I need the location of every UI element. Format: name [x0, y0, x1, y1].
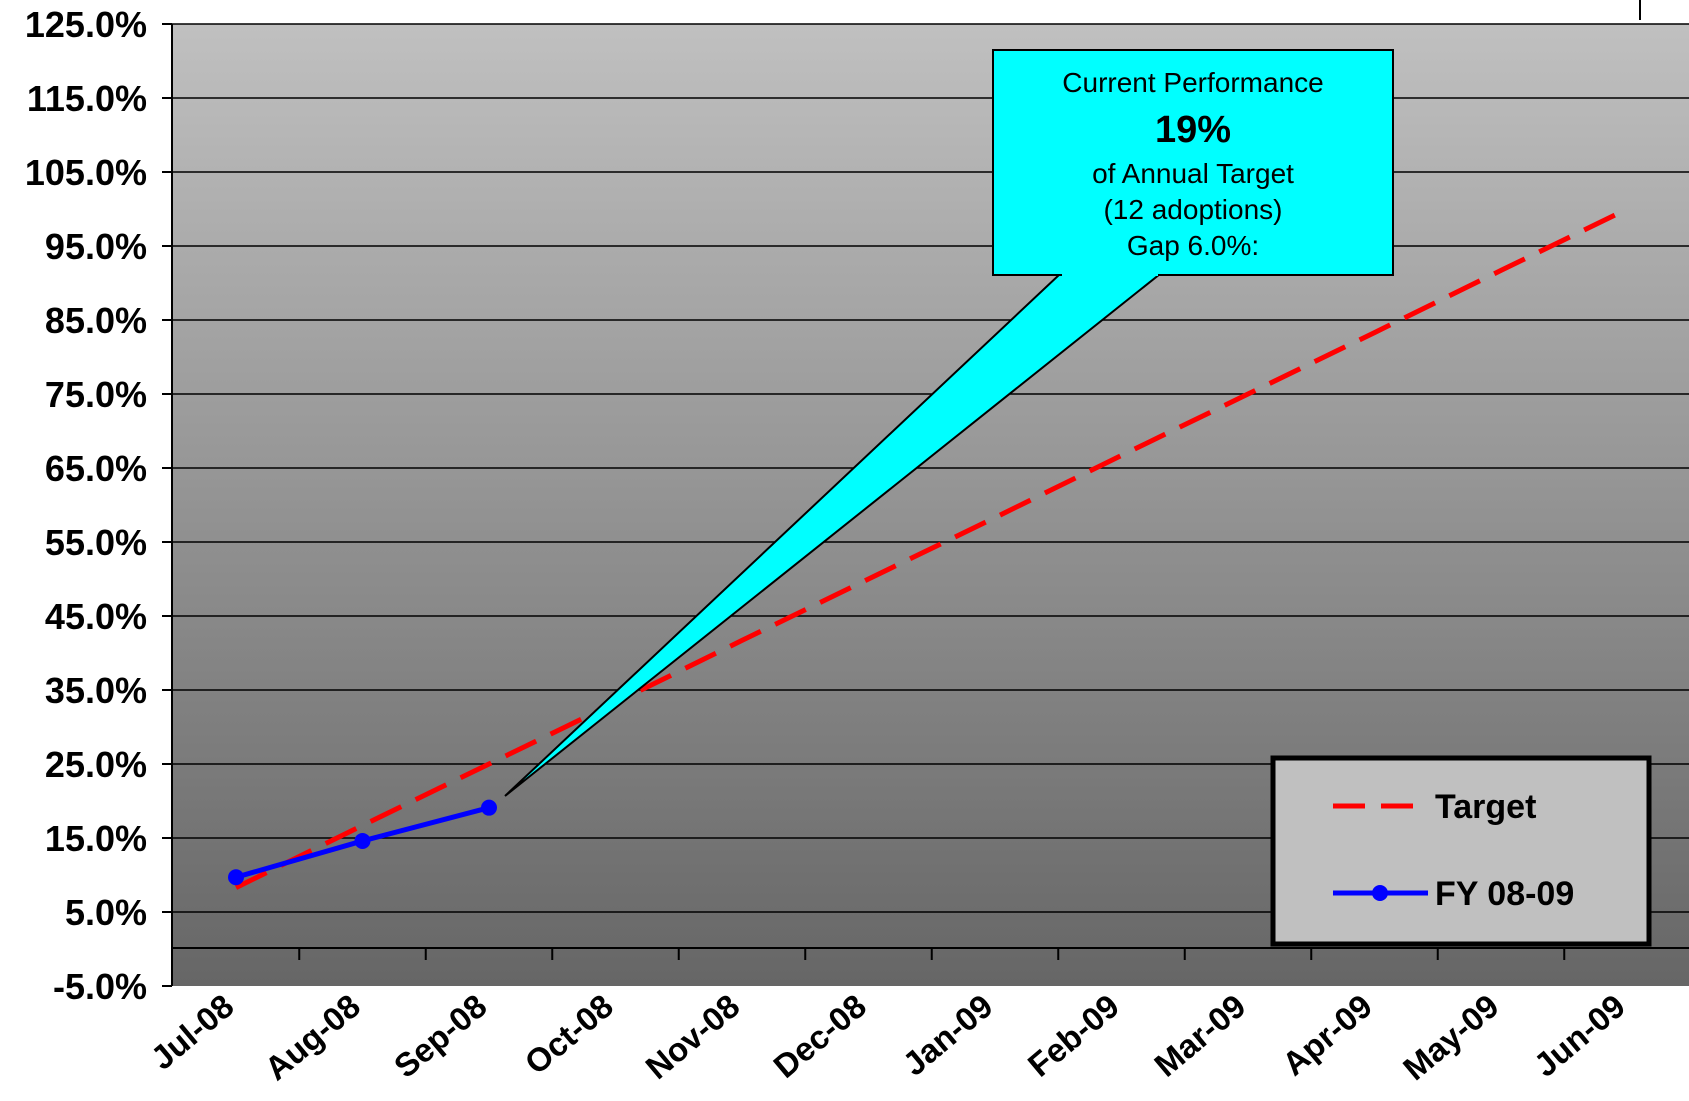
callout-line-5: Gap 6.0%: [1127, 230, 1259, 261]
y-tick-label: 55.0% [45, 522, 147, 563]
callout-box [992, 49, 1394, 276]
y-tick-label: 15.0% [45, 818, 147, 859]
callout-line-2: 19% [1155, 109, 1231, 151]
x-tick-label: Jun-09 [1527, 987, 1632, 1084]
series-layer [228, 206, 1629, 890]
callout-line-3: of Annual Target [1092, 158, 1294, 189]
series-fy-point [354, 832, 371, 849]
y-tick-label: 85.0% [45, 300, 147, 341]
legend: Target FY 08-09 [1270, 755, 1652, 947]
y-tick-label: 125.0% [25, 4, 147, 45]
gridlines [172, 23, 1689, 913]
y-tick-label: 75.0% [45, 374, 147, 415]
y-tick-label: 95.0% [45, 226, 147, 267]
x-tick-label: May-09 [1396, 987, 1505, 1087]
legend-target-label: Target [1435, 788, 1536, 826]
legend-box [1270, 755, 1652, 947]
x-tick-label: Nov-08 [638, 987, 746, 1086]
callout-line-1: Current Performance [1062, 67, 1323, 98]
series-fy-point [228, 869, 244, 886]
x-tick-label: Sep-08 [387, 987, 494, 1085]
y-tick-label: 5.0% [65, 892, 147, 933]
x-tick-label: Mar-09 [1147, 987, 1252, 1084]
x-tick-label: Oct-08 [518, 987, 620, 1081]
x-tick-label: Apr-09 [1275, 987, 1379, 1083]
y-tick-label: -5.0% [53, 966, 147, 1007]
series-target-line [234, 206, 1629, 890]
y-tick-label: 35.0% [45, 670, 147, 711]
y-tick-label: 65.0% [45, 448, 147, 489]
x-tick-label: Jul-08 [144, 987, 241, 1077]
y-tick-label: 45.0% [45, 596, 147, 637]
x-tick-label: Feb-09 [1021, 987, 1126, 1084]
legend-fy-label: FY 08-09 [1435, 875, 1574, 913]
x-tick-label: Jan-09 [896, 987, 1000, 1083]
callout: Current Performance 19% of Annual Target… [504, 49, 1394, 797]
y-tick-label: 115.0% [27, 78, 147, 119]
x-tick-label: Dec-08 [766, 987, 873, 1085]
series-fy-point [481, 799, 497, 816]
y-tick-label: 25.0% [45, 744, 147, 785]
x-tick-label: Aug-08 [258, 987, 367, 1087]
callout-line-4: (12 adoptions) [1103, 194, 1282, 225]
y-tick-label: 105.0% [25, 152, 147, 193]
y-axis-ticks: -5.0% 5.0% 15.0% 25.0% 35.0% 45.0% 55.0% 65.0% 7… [25, 4, 172, 1007]
legend-fy-marker [1372, 885, 1388, 901]
